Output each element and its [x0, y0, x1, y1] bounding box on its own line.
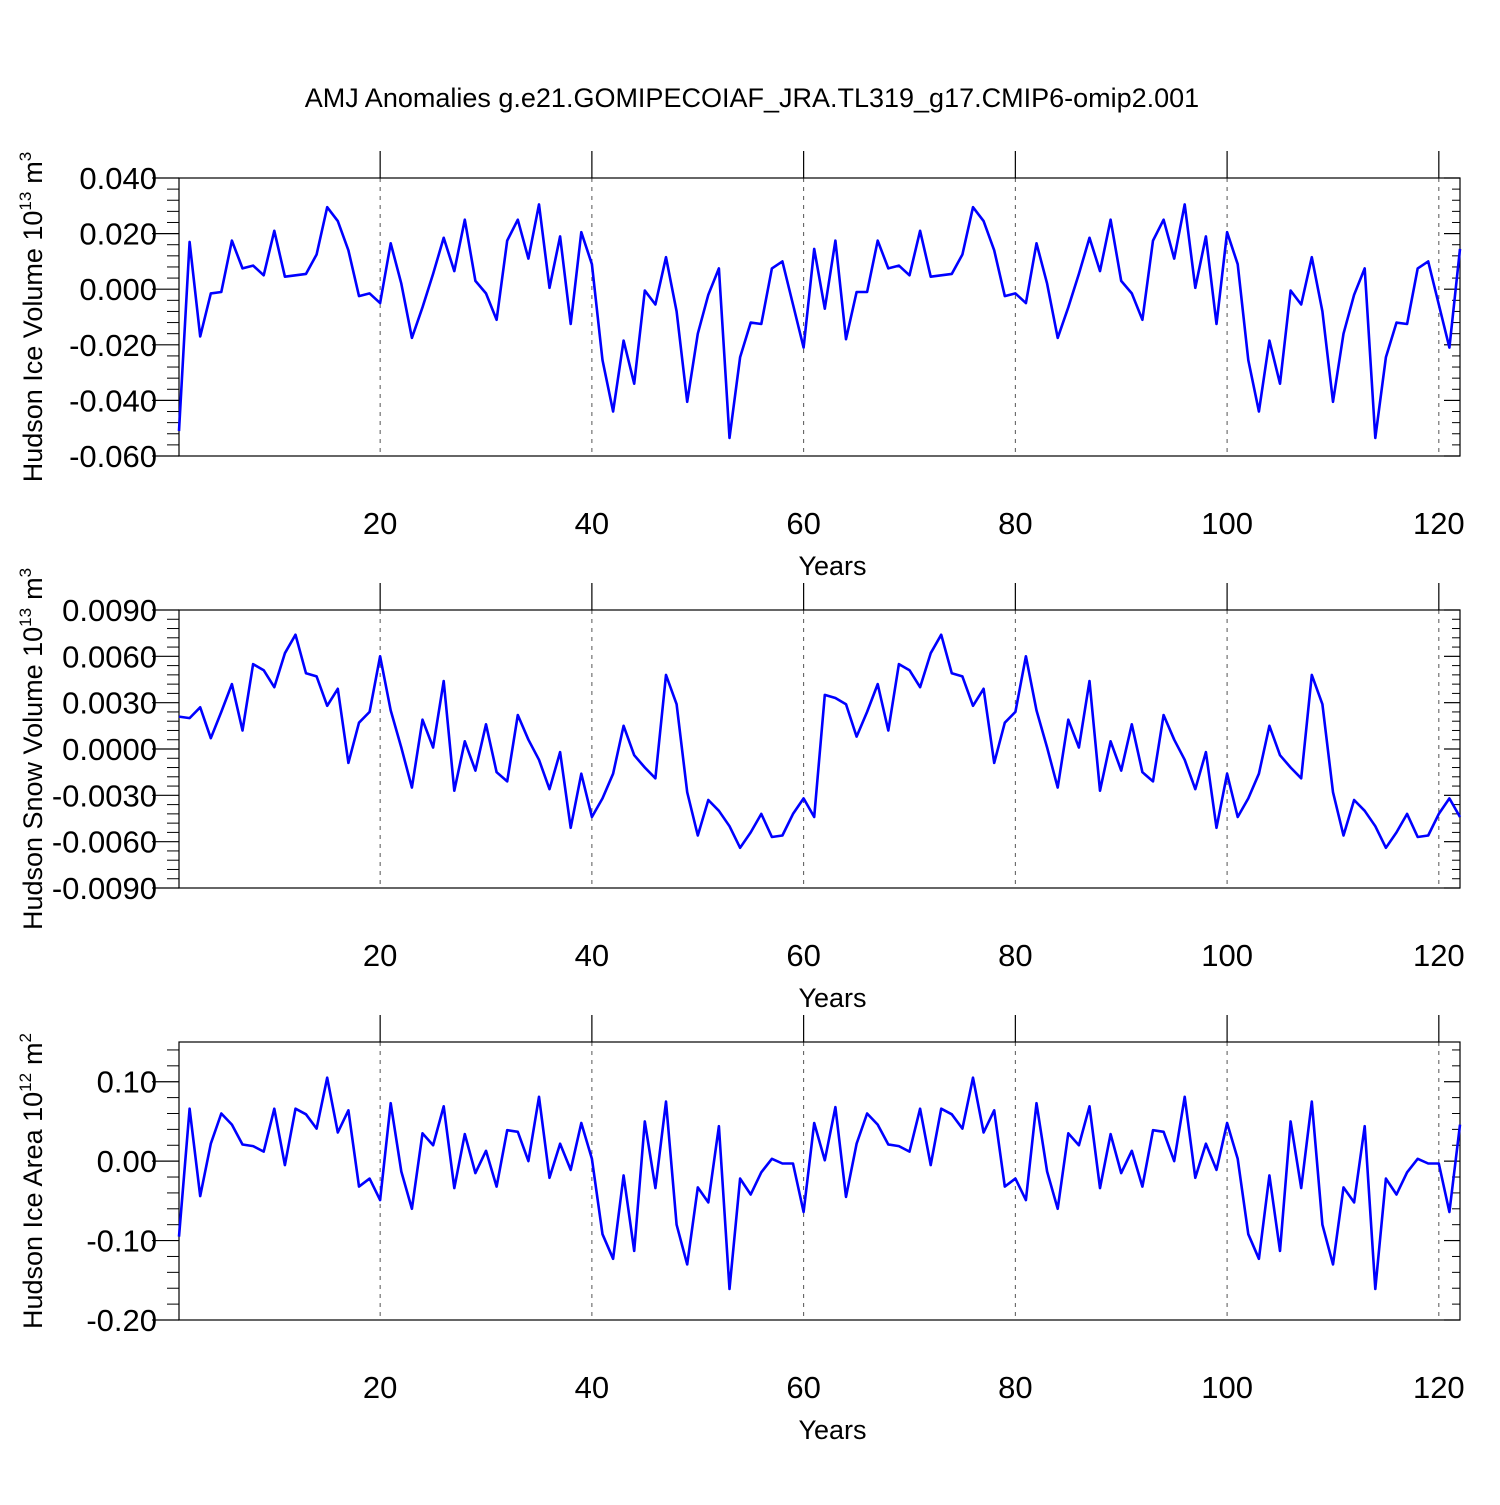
- plot-frame: [178, 1041, 1461, 1321]
- x-tick-label: 120: [1413, 1370, 1465, 1405]
- x-tick-label: 100: [1201, 506, 1253, 541]
- y-tick-label: 0.0000: [62, 732, 157, 767]
- y-tick-label: -0.0030: [52, 778, 157, 813]
- y-tick-label: -0.0090: [52, 871, 157, 906]
- y-tick-label: -0.0060: [52, 825, 157, 860]
- y-axis-label-exponent: 13: [16, 608, 35, 627]
- y-axis-label-text: Hudson Snow Volume 10: [18, 627, 48, 930]
- x-tick-label: 20: [363, 1370, 397, 1405]
- y-axis-label-unit: m: [18, 1042, 48, 1065]
- series-line: [177, 203, 1462, 440]
- x-tick-label: 60: [786, 506, 820, 541]
- y-axis-label: Hudson Snow Volume 1013 m3: [16, 568, 48, 930]
- y-axis-label-text: Hudson Ice Volume 10: [18, 211, 48, 483]
- y-axis-label-unit-exponent: 3: [16, 568, 35, 577]
- y-tick-label: -0.10: [86, 1224, 157, 1259]
- chart-panel-3: -0.20 -0.10 0.00 0.10 20 40 60 80 100 120 Years Hud…: [16, 1015, 1465, 1445]
- x-tick-label: 80: [998, 1370, 1032, 1405]
- series-line: [177, 1076, 1462, 1291]
- x-axis-label: Years: [798, 1415, 866, 1445]
- y-tick-label: -0.20: [86, 1303, 157, 1338]
- x-tick-label: 40: [575, 506, 609, 541]
- y-axis-label-unit: m: [18, 577, 48, 600]
- plot-frame: [178, 177, 1461, 457]
- y-axis-label-text: Hudson Ice Area 10: [18, 1092, 48, 1329]
- y-tick-label: 0.020: [79, 217, 157, 252]
- x-tick-label: 60: [786, 1370, 820, 1405]
- y-axis-label-unit: m: [18, 161, 48, 184]
- x-tick-label: 40: [575, 1370, 609, 1405]
- y-tick-label: -0.020: [69, 328, 157, 363]
- y-tick-label: 0.000: [79, 272, 157, 307]
- y-tick-label: 0.0090: [62, 593, 157, 628]
- x-tick-label: 40: [575, 938, 609, 973]
- x-axis-label: Years: [798, 551, 866, 581]
- chart-title: AMJ Anomalies g.e21.GOMIPECOIAF_JRA.TL31…: [305, 83, 1199, 113]
- y-axis-label-exponent: 13: [16, 192, 35, 211]
- y-tick-label: -0.040: [69, 383, 157, 418]
- y-tick-label: -0.060: [69, 439, 157, 474]
- x-tick-label: 120: [1413, 938, 1465, 973]
- x-tick-label: 80: [998, 506, 1032, 541]
- x-axis-label: Years: [798, 983, 866, 1013]
- y-tick-label: 0.040: [79, 161, 157, 196]
- series-line: [178, 633, 1462, 850]
- x-tick-label: 20: [363, 938, 397, 973]
- x-tick-label: 100: [1201, 938, 1253, 973]
- x-tick-label: 80: [998, 938, 1032, 973]
- y-axis-label: Hudson Ice Volume 1013 m3: [16, 152, 48, 483]
- chart-panel-1: -0.060 -0.040 -0.020 0.000 0.020 0.040 20 40 60 8…: [16, 151, 1465, 581]
- y-tick-label: 0.0060: [62, 639, 157, 674]
- y-tick-label: 0.00: [97, 1144, 157, 1179]
- y-axis-label-exponent: 12: [16, 1073, 35, 1092]
- y-axis-label: Hudson Ice Area 1012 m2: [16, 1033, 48, 1329]
- y-tick-label: 0.10: [97, 1065, 157, 1100]
- chart-panel-2: -0.0090 -0.0060 -0.0030 0.0000 0.0030 0.0060 0…: [16, 568, 1465, 1013]
- y-axis-label-unit-exponent: 3: [16, 152, 35, 161]
- y-axis-label-unit-exponent: 2: [16, 1033, 35, 1042]
- y-tick-label: 0.0030: [62, 686, 157, 721]
- x-tick-label: 20: [363, 506, 397, 541]
- x-tick-label: 60: [786, 938, 820, 973]
- x-tick-label: 120: [1413, 506, 1465, 541]
- x-tick-label: 100: [1201, 1370, 1253, 1405]
